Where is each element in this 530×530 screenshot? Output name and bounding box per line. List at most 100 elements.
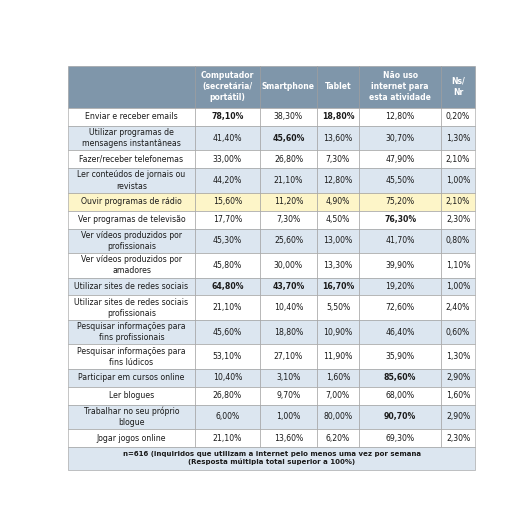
Bar (260, 320, 317, 344)
Text: 69,30%: 69,30% (386, 434, 414, 443)
Text: 18,80%: 18,80% (274, 328, 303, 337)
Text: 2,10%: 2,10% (446, 155, 470, 164)
Bar (260, 126, 317, 151)
Bar (195, 344, 260, 369)
Bar (359, 169, 441, 193)
Text: Ouvir programas de rádio: Ouvir programas de rádio (81, 197, 182, 206)
Text: Ver vídeos produzidos por
amadores: Ver vídeos produzidos por amadores (81, 255, 182, 276)
Bar (195, 66, 260, 108)
Bar (195, 126, 260, 151)
Text: Pesquisar informações para
fins lúdicos: Pesquisar informações para fins lúdicos (77, 347, 186, 367)
Text: 9,70%: 9,70% (276, 391, 301, 400)
Bar (68, 429, 195, 447)
Bar (317, 108, 359, 126)
Text: Fazer/receber telefonemas: Fazer/receber telefonemas (80, 155, 183, 164)
Bar (441, 151, 475, 169)
Bar (195, 193, 260, 210)
Bar (68, 126, 195, 151)
Text: 53,10%: 53,10% (213, 352, 242, 361)
Text: 47,90%: 47,90% (385, 155, 415, 164)
Bar (260, 193, 317, 210)
Text: Ver vídeos produzidos por
profissionais: Ver vídeos produzidos por profissionais (81, 231, 182, 251)
Bar (317, 405, 359, 429)
Text: 6,00%: 6,00% (215, 412, 240, 421)
Bar (260, 253, 317, 278)
Bar (359, 344, 441, 369)
Text: Smartphone: Smartphone (262, 82, 315, 91)
Bar (195, 295, 260, 320)
Text: 21,10%: 21,10% (213, 434, 242, 443)
Text: 76,30%: 76,30% (384, 215, 416, 224)
Bar (68, 151, 195, 169)
Text: 30,70%: 30,70% (386, 134, 414, 143)
Text: 75,20%: 75,20% (386, 197, 414, 206)
Bar (441, 387, 475, 405)
Bar (317, 369, 359, 387)
Text: 44,20%: 44,20% (213, 176, 242, 185)
Text: 72,60%: 72,60% (386, 303, 414, 312)
Bar (441, 320, 475, 344)
Bar (441, 210, 475, 228)
Text: 0,20%: 0,20% (446, 112, 470, 121)
Bar (195, 429, 260, 447)
Text: Participar em cursos online: Participar em cursos online (78, 373, 184, 382)
Text: 5,50%: 5,50% (326, 303, 350, 312)
Bar (195, 387, 260, 405)
Text: 12,80%: 12,80% (323, 176, 352, 185)
Bar (317, 387, 359, 405)
Text: 7,30%: 7,30% (276, 215, 301, 224)
Bar (68, 108, 195, 126)
Text: 45,50%: 45,50% (385, 176, 415, 185)
Bar (195, 253, 260, 278)
Bar (317, 344, 359, 369)
Bar (68, 369, 195, 387)
Bar (195, 320, 260, 344)
Text: 4,90%: 4,90% (326, 197, 350, 206)
Text: 2,30%: 2,30% (446, 434, 470, 443)
Text: Pesquisar informações para
fins profissionais: Pesquisar informações para fins profissi… (77, 322, 186, 342)
Bar (359, 228, 441, 253)
Text: Utilizar programas de
mensagens instantâneas: Utilizar programas de mensagens instantâ… (82, 128, 181, 148)
Text: 3,10%: 3,10% (276, 373, 301, 382)
Bar (68, 278, 195, 295)
Bar (260, 369, 317, 387)
Bar (441, 429, 475, 447)
Bar (317, 253, 359, 278)
Bar (68, 447, 475, 470)
Bar (195, 228, 260, 253)
Text: 17,70%: 17,70% (213, 215, 242, 224)
Text: 11,20%: 11,20% (274, 197, 303, 206)
Text: 45,60%: 45,60% (272, 134, 305, 143)
Text: 10,40%: 10,40% (274, 303, 303, 312)
Text: 7,30%: 7,30% (326, 155, 350, 164)
Text: 13,60%: 13,60% (323, 134, 352, 143)
Bar (68, 169, 195, 193)
Bar (68, 387, 195, 405)
Bar (441, 295, 475, 320)
Bar (68, 210, 195, 228)
Bar (68, 228, 195, 253)
Bar (317, 151, 359, 169)
Text: Tablet: Tablet (325, 82, 351, 91)
Text: 33,00%: 33,00% (213, 155, 242, 164)
Bar (359, 126, 441, 151)
Text: 4,50%: 4,50% (326, 215, 350, 224)
Text: 30,00%: 30,00% (274, 261, 303, 270)
Bar (260, 405, 317, 429)
Text: 90,70%: 90,70% (384, 412, 416, 421)
Text: Ns/
Nr: Ns/ Nr (451, 77, 465, 97)
Bar (359, 429, 441, 447)
Bar (317, 126, 359, 151)
Bar (260, 210, 317, 228)
Bar (317, 210, 359, 228)
Text: 21,10%: 21,10% (213, 303, 242, 312)
Bar (260, 278, 317, 295)
Bar (441, 228, 475, 253)
Text: Computador
(secretária/
portátil): Computador (secretária/ portátil) (201, 71, 254, 102)
Text: 11,90%: 11,90% (323, 352, 352, 361)
Bar (260, 151, 317, 169)
Text: 41,40%: 41,40% (213, 134, 242, 143)
Bar (317, 295, 359, 320)
Text: 1,00%: 1,00% (446, 282, 470, 291)
Text: 1,30%: 1,30% (446, 134, 470, 143)
